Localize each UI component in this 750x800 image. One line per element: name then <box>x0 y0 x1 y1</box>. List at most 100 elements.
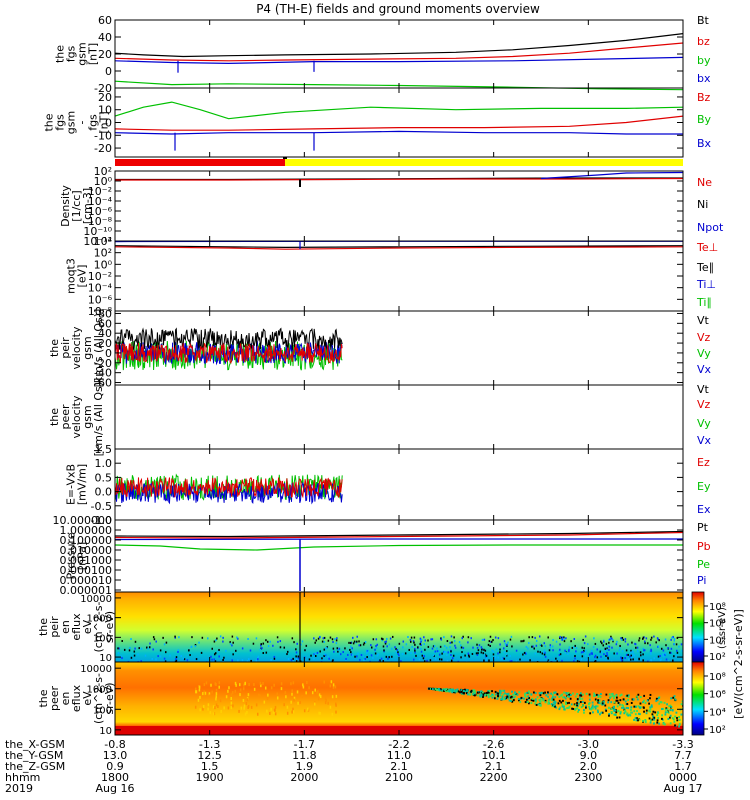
spectrogram-cell <box>246 710 248 714</box>
spectrogram-cell <box>544 655 547 658</box>
spectrogram-cell <box>270 707 272 711</box>
spectrogram-cell <box>255 659 258 662</box>
spectrogram-cell <box>398 642 401 645</box>
spectrogram-cell <box>352 636 354 639</box>
spectrogram-cell <box>244 682 246 686</box>
spectrogram-cell <box>262 652 265 655</box>
spectrogram-cell <box>642 701 644 704</box>
spectrogram-cell <box>612 706 615 709</box>
spectrogram-cell <box>554 696 557 699</box>
spectrogram-cell <box>459 644 462 647</box>
spectrogram-cell <box>222 658 224 661</box>
spectrogram-cell <box>583 647 585 650</box>
y-tick-label: -10 <box>94 129 112 142</box>
legend-entry: Ez <box>697 456 710 469</box>
spectrogram-cell <box>657 645 660 648</box>
spectrogram-cell <box>470 689 473 692</box>
spectrogram-cell <box>534 702 537 705</box>
spectrogram-cell <box>507 641 509 644</box>
spectrogram-cell <box>201 636 204 639</box>
x-tick-label: -3.3 <box>672 738 693 751</box>
panel-3: 10²10⁰10⁻²10⁻⁴10⁻⁶10⁻⁸10⁻¹⁰10⁻¹²Density[… <box>59 165 724 248</box>
legend-entry: Vt <box>697 314 710 327</box>
spectrogram-cell <box>480 646 483 649</box>
spectrogram-cell <box>215 703 218 707</box>
spectrogram-cell <box>630 654 632 657</box>
spectrogram-cell <box>678 645 680 648</box>
spectrogram-cell <box>324 647 327 650</box>
spectrogram-cell <box>554 702 556 705</box>
spectrogram-cell <box>622 638 625 641</box>
spectrogram-cell <box>225 649 227 652</box>
spectrogram-cell <box>164 660 167 662</box>
spectrogram-cell <box>643 710 645 713</box>
spectrogram-cell <box>443 689 445 692</box>
spectrogram-cell <box>627 714 630 717</box>
spectrogram-cell <box>375 645 377 648</box>
spectrogram-cell <box>624 656 626 659</box>
y-tick-label: 40 <box>98 31 112 44</box>
spectrogram-cell <box>670 647 673 650</box>
y-axis-label: Pressure <box>65 532 78 579</box>
y-axis-label: [1/cc] <box>70 190 83 221</box>
spectrogram-cell <box>519 700 522 703</box>
spectrogram-cell <box>617 702 620 705</box>
spectrogram-cell <box>525 691 528 694</box>
spectrogram-cell <box>487 643 490 646</box>
spectrogram-cell <box>334 702 337 706</box>
spectrogram-cell <box>436 650 439 653</box>
spectrogram-cell <box>654 711 657 714</box>
spectrogram-cell <box>657 696 660 699</box>
spectrogram-cell <box>305 691 307 695</box>
spectrogram-cell <box>502 693 505 696</box>
spectrogram-cell <box>398 654 400 657</box>
spectrogram-cell <box>539 700 542 703</box>
spectrogram-cell <box>357 652 359 655</box>
spectrogram-cell <box>572 707 575 710</box>
spectrogram-cell <box>332 647 335 650</box>
spectrogram-cell <box>365 652 368 655</box>
spectrogram-cell <box>532 645 534 648</box>
spectrogram-cell <box>532 691 535 694</box>
spectrogram-cell <box>255 703 258 707</box>
spectrogram-cell <box>664 711 667 714</box>
spectrogram-cell <box>630 701 633 704</box>
spectrogram-cell <box>580 694 583 697</box>
spectrogram-cell <box>484 693 487 696</box>
spectrogram-cell <box>534 699 537 702</box>
spectrogram-cell <box>195 658 198 661</box>
spectrogram-cell <box>576 660 579 662</box>
spectrogram-cell <box>314 702 316 706</box>
spectrogram-cell <box>650 659 653 662</box>
spectrogram-cell <box>260 643 262 646</box>
spectrogram-cell <box>456 690 458 693</box>
spectrogram-cell <box>165 651 167 654</box>
spectrogram-cell <box>624 710 627 713</box>
x-tick-label: 0.9 <box>106 760 124 773</box>
spectrogram-cell <box>676 716 678 719</box>
spectrogram-cell <box>248 682 250 686</box>
spectrogram-cell <box>567 706 570 709</box>
spectrogram-cell <box>504 696 507 699</box>
spectrogram-cell <box>523 651 526 654</box>
spectrogram-cell <box>591 705 594 708</box>
spectrogram-cell <box>587 643 589 646</box>
spectrogram-cell <box>544 651 546 654</box>
spectrogram-cell <box>241 659 244 662</box>
spectrogram-cell <box>370 644 372 647</box>
spectrogram-cell <box>159 649 162 652</box>
spectrogram-cell <box>429 659 432 662</box>
spectrogram-cell <box>266 697 269 701</box>
legend-entry: Te⊥ <box>696 241 718 254</box>
spectrogram-cell <box>476 653 479 656</box>
spectrogram-cell <box>134 640 137 643</box>
legend-entry: Vz <box>697 398 711 411</box>
spectrogram-cell <box>531 697 534 700</box>
spectrogram-cell <box>656 699 659 702</box>
series-Pi <box>114 538 683 541</box>
spectrogram-cell <box>649 721 652 724</box>
spectrogram-cell <box>658 639 660 642</box>
spectrogram-cell <box>637 693 640 696</box>
spectrogram-cell <box>402 640 405 643</box>
spectrogram-cell <box>370 654 373 657</box>
